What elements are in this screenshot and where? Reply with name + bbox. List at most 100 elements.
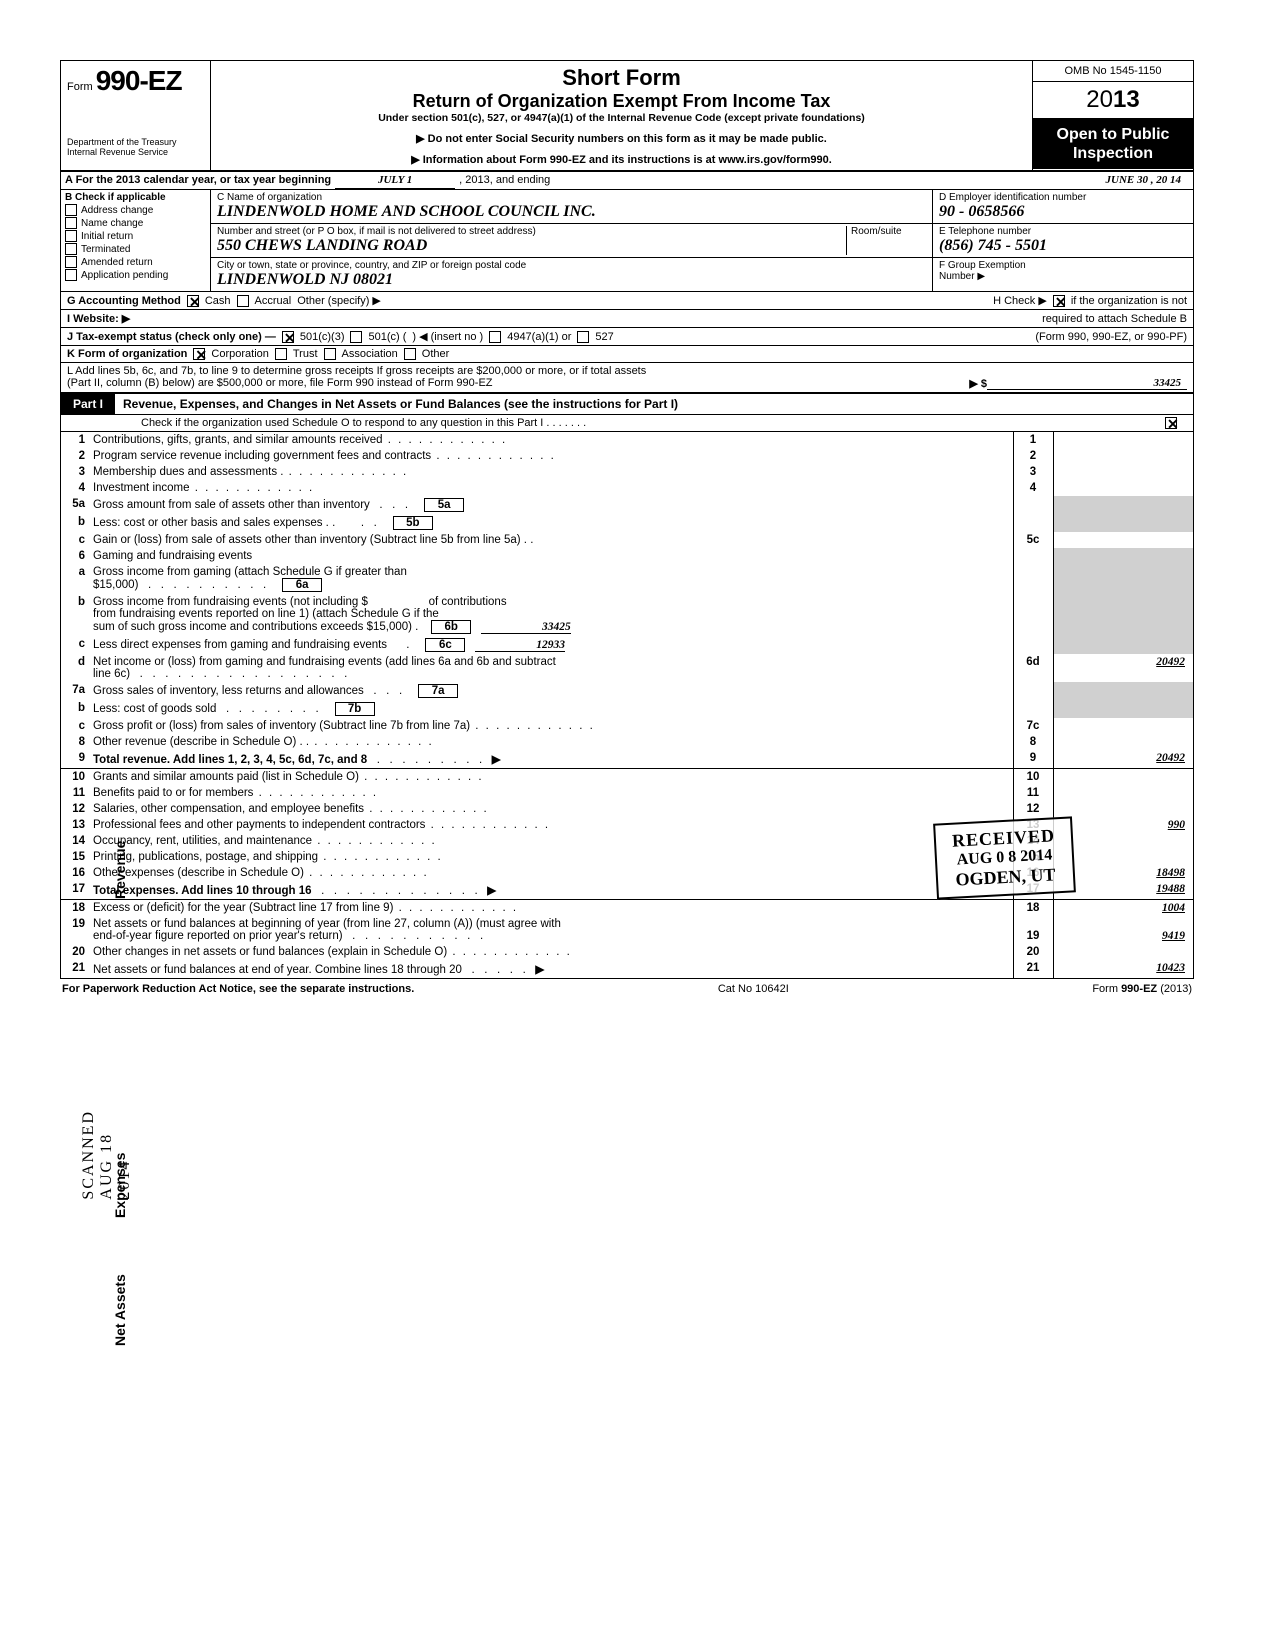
i-label: I Website: ▶	[67, 312, 130, 325]
chk-address[interactable]	[65, 204, 77, 216]
chk-part1-scho[interactable]	[1165, 417, 1177, 429]
tax-year: 20201313	[1033, 82, 1193, 119]
line-13: Professional fees and other payments to …	[89, 817, 1013, 833]
open-public: Open to Public Inspection	[1033, 119, 1193, 169]
line-6a1: Gross income from gaming (attach Schedul…	[93, 566, 407, 578]
val-19: 9419	[1053, 916, 1193, 944]
tel-lbl: E Telephone number	[939, 226, 1187, 237]
chk-accrual[interactable]	[237, 295, 249, 307]
val-18: 1004	[1053, 900, 1193, 917]
line-6b2: of contributions	[429, 596, 507, 608]
note-ssn: ▶ Do not enter Social Security numbers o…	[219, 132, 1024, 145]
h-text3: required to attach Schedule B	[1042, 313, 1187, 325]
chk-h[interactable]	[1053, 295, 1065, 307]
footer-right: Form 990-EZ (2013)	[1092, 983, 1192, 995]
line-12: Salaries, other compensation, and employ…	[89, 801, 1013, 817]
row-a-mid: , 2013, and ending	[455, 172, 554, 189]
row-k-orgform: K Form of organization Corporation Trust…	[61, 346, 1193, 363]
lbl-accrual: Accrual	[255, 295, 292, 307]
note-info: ▶ Information about Form 990-EZ and its …	[219, 153, 1024, 166]
chk-527[interactable]	[577, 331, 589, 343]
line-3: Membership dues and assessments .	[89, 464, 1013, 480]
line-1: Contributions, gifts, grants, and simila…	[89, 432, 1013, 448]
ein-value: 90 - 0658566	[939, 203, 1187, 221]
line-6d2: line 6c)	[93, 668, 130, 680]
open-line1: Open to Public	[1035, 125, 1191, 144]
lbl-name: Name change	[81, 218, 143, 229]
lbl-address: Address change	[81, 205, 153, 216]
line-19b: end-of-year figure reported on prior yea…	[93, 930, 343, 942]
lbl-501c2: ) ◀ (insert no )	[412, 330, 483, 343]
val-6d: 20492	[1053, 654, 1193, 682]
grp-lbl2: Number ▶	[939, 271, 1187, 282]
line-8: Other revenue (describe in Schedule O) .…	[89, 734, 1013, 750]
line-5b: Less: cost or other basis and sales expe…	[93, 517, 335, 529]
line-15: Printing, publications, postage, and shi…	[89, 849, 1013, 865]
chk-app[interactable]	[65, 269, 77, 281]
c-name-lbl: C Name of organization	[217, 192, 926, 203]
line-21: Net assets or fund balances at end of ye…	[93, 964, 462, 976]
chk-corp[interactable]	[193, 348, 205, 360]
line-7a: Gross sales of inventory, less returns a…	[93, 685, 364, 697]
street-val: 550 CHEWS LANDING ROAD	[217, 237, 846, 255]
chk-4947[interactable]	[489, 331, 501, 343]
room-lbl: Room/suite	[846, 226, 926, 255]
block-bcdef: B Check if applicable Address change Nam…	[61, 190, 1193, 292]
part1-header: Part I Revenue, Expenses, and Changes in…	[61, 394, 1193, 415]
line-5c: Gain or (loss) from sale of assets other…	[89, 532, 1013, 548]
year-end: JUNE 30 , 20 14	[554, 172, 1193, 189]
title-cell: Short Form Return of Organization Exempt…	[211, 61, 1033, 170]
stamp-loc: OGDEN, UT	[954, 864, 1058, 890]
omb-no: OMB No 1545-1150	[1033, 61, 1193, 82]
chk-cash[interactable]	[187, 295, 199, 307]
chk-amend[interactable]	[65, 256, 77, 268]
dept-irs: Internal Revenue Service	[67, 147, 204, 157]
val-21: 10423	[1053, 960, 1193, 978]
chk-501c3[interactable]	[282, 331, 294, 343]
chk-name[interactable]	[65, 217, 77, 229]
line-7b: Less: cost of goods sold	[93, 703, 216, 715]
line-6b3: from fundraising events reported on line…	[93, 608, 439, 620]
l-arrow: ▶ $	[969, 377, 987, 390]
lbl-cash: Cash	[205, 295, 231, 307]
section-label-revenue: Revenue	[112, 740, 128, 1000]
omb-cell: OMB No 1545-1150 20201313 Open to Public…	[1033, 61, 1193, 170]
row-i-website: I Website: ▶ required to attach Schedule…	[61, 310, 1193, 328]
received-stamp: RECEIVED AUG 0 8 2014 OGDEN, UT	[933, 816, 1076, 899]
line-10: Grants and similar amounts paid (list in…	[89, 769, 1013, 786]
lbl-term: Terminated	[81, 244, 130, 255]
lbl-501c3: 501(c)(3)	[300, 331, 345, 343]
lines-table: 1Contributions, gifts, grants, and simil…	[61, 432, 1193, 978]
line-5a: Gross amount from sale of assets other t…	[93, 499, 370, 511]
line-6b1: Gross income from fundraising events (no…	[93, 596, 368, 608]
form-number: 990-EZ	[96, 65, 182, 96]
d-ein-lbl: D Employer identification number	[939, 192, 1187, 203]
lbl-initial: Initial return	[81, 231, 133, 242]
val-6c: 12933	[475, 639, 565, 652]
part1-title: Revenue, Expenses, and Changes in Net As…	[115, 394, 1193, 414]
val-13: 990	[1053, 817, 1193, 833]
row-j-status: J Tax-exempt status (check only one) — 5…	[61, 328, 1193, 346]
chk-other-org[interactable]	[404, 348, 416, 360]
chk-trust[interactable]	[275, 348, 287, 360]
g-label: G Accounting Method	[67, 295, 181, 307]
grp-lbl: F Group Exemption	[939, 260, 1187, 271]
chk-501c[interactable]	[350, 331, 362, 343]
line-11: Benefits paid to or for members	[89, 785, 1013, 801]
line-19a: Net assets or fund balances at beginning…	[93, 918, 561, 930]
line-4: Investment income	[89, 480, 1013, 496]
chk-assoc[interactable]	[324, 348, 336, 360]
tel-val: (856) 745 - 5501	[939, 237, 1187, 255]
line-20: Other changes in net assets or fund bala…	[89, 944, 1013, 960]
lbl-trust: Trust	[293, 348, 318, 360]
title-main: Short Form	[219, 65, 1024, 91]
lbl-app: Application pending	[81, 270, 168, 281]
chk-term[interactable]	[65, 243, 77, 255]
scanned-stamp: SCANNED AUG 18 2014	[80, 1110, 134, 1200]
chk-initial[interactable]	[65, 230, 77, 242]
line-6a2: $15,000)	[93, 579, 138, 591]
row-g-accounting: G Accounting Method Cash Accrual Other (…	[61, 292, 1193, 310]
line-6d1: Net income or (loss) from gaming and fun…	[93, 656, 556, 668]
lbl-501c: 501(c) (	[368, 331, 406, 343]
val-6b: 33425	[481, 621, 571, 634]
